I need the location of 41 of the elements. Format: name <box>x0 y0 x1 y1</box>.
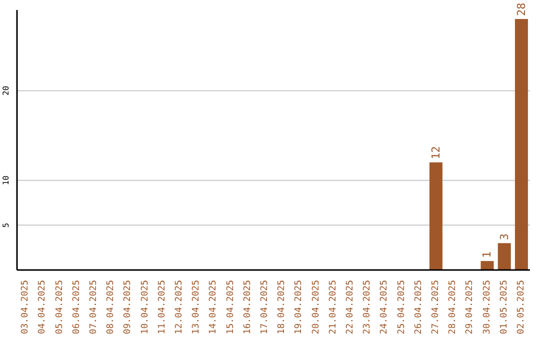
x-tick-label: 04.04.2025 <box>38 280 48 334</box>
x-tick-label: 01.05.2025 <box>499 280 510 334</box>
x-tick-label: 12.04.2025 <box>174 280 184 334</box>
bar <box>498 243 511 270</box>
x-tick-label: 03.04.2025 <box>20 280 31 334</box>
data-label: 3 <box>498 233 511 240</box>
x-tick-label: 11.04.2025 <box>157 280 168 334</box>
data-label: 12 <box>429 146 442 160</box>
bar <box>480 261 494 270</box>
x-tick-label: 15.04.2025 <box>226 280 236 334</box>
data-label: 1 <box>480 251 494 258</box>
x-tick-label: 21.04.2025 <box>328 280 338 334</box>
x-tick-label: 24.04.2025 <box>380 280 390 334</box>
x-tick-label: 20.04.2025 <box>311 280 322 334</box>
bar <box>429 162 442 270</box>
x-tick-label: 09.04.2025 <box>123 280 134 334</box>
x-tick-label: 22.04.2025 <box>345 280 356 334</box>
y-tick-label: 20 <box>2 86 11 96</box>
x-tick-label: 05.04.2025 <box>54 280 65 334</box>
x-tick-label: 06.04.2025 <box>72 280 82 334</box>
x-tick-label: 23.04.2025 <box>362 280 373 334</box>
y-tick-label: 5 <box>2 222 11 228</box>
x-tick-label: 26.04.2025 <box>414 280 424 334</box>
x-tick-label: 27.04.2025 <box>430 280 441 334</box>
x-tick-label: 16.04.2025 <box>242 280 253 334</box>
x-tick-label: 25.04.2025 <box>396 280 407 334</box>
x-tick-label: 10.04.2025 <box>140 280 150 334</box>
x-tick-label: 19.04.2025 <box>294 280 304 334</box>
y-tick-label: 10 <box>2 175 11 186</box>
x-tick-label: 28.04.2025 <box>448 280 458 334</box>
x-tick-label: 18.04.2025 <box>277 280 288 334</box>
x-tick-label: 17.04.2025 <box>260 280 270 334</box>
data-label: 28 <box>514 2 528 16</box>
x-tick-label: 07.04.2025 <box>88 280 99 334</box>
x-tick-label: 08.04.2025 <box>106 280 116 334</box>
bar <box>514 18 528 270</box>
x-tick-label: 02.05.2025 <box>516 280 526 334</box>
x-tick-label: 29.04.2025 <box>465 280 476 334</box>
x-tick-label: 13.04.2025 <box>192 280 202 334</box>
x-tick-label: 30.04.2025 <box>482 280 492 334</box>
x-tick-label: 14.04.2025 <box>208 280 219 334</box>
